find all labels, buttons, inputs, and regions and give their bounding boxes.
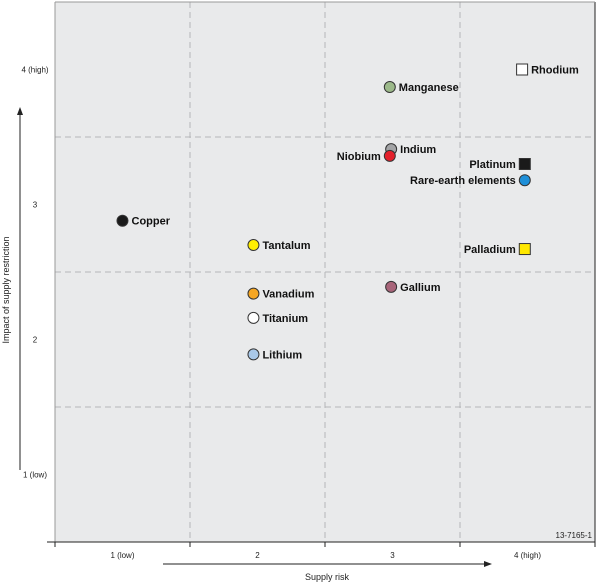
point-rhodium	[516, 63, 529, 76]
point-label: Niobium	[337, 151, 381, 163]
y-tick-label: 3	[33, 201, 38, 210]
x-tick-label: 2	[255, 551, 260, 560]
point-label: Titanium	[262, 313, 308, 325]
point-label: Lithium	[262, 349, 302, 361]
point-copper	[116, 214, 129, 227]
point-label: Manganese	[399, 82, 459, 94]
point-label: Vanadium	[262, 289, 314, 301]
x-tick-label: 1 (low)	[110, 551, 134, 560]
x-arrowhead-icon	[484, 561, 492, 567]
point-label: Rhodium	[531, 65, 579, 77]
point-palladium	[518, 243, 531, 256]
point-gallium	[385, 280, 398, 293]
y-tick-label: 1 (low)	[23, 471, 47, 480]
point-label: Platinum	[469, 159, 516, 171]
point-platinum	[518, 158, 531, 170]
point-lithium	[247, 348, 260, 361]
point-niobium	[383, 149, 396, 162]
y-arrowhead-icon	[17, 107, 23, 115]
x-tick-label: 3	[390, 551, 395, 560]
point-vanadium	[247, 287, 260, 300]
x-tick-label: 4 (high)	[514, 551, 541, 560]
figure-code: 13-7165-1	[556, 531, 593, 540]
y-tick-label: 2	[33, 336, 38, 345]
point-rare-earth-elements	[518, 174, 531, 187]
y-tick-label: 4 (high)	[21, 66, 48, 75]
y-axis-label: Impact of supply restriction	[1, 236, 11, 343]
x-axis-label: Supply risk	[305, 572, 350, 582]
point-label: Copper	[132, 216, 171, 228]
point-label: Palladium	[464, 244, 516, 256]
point-tantalum	[247, 239, 260, 251]
point-titanium	[247, 311, 260, 324]
point-label: Tantalum	[262, 240, 310, 252]
point-manganese	[383, 81, 396, 94]
point-label: Rare-earth elements	[410, 175, 516, 187]
point-label: Gallium	[400, 282, 441, 294]
point-label: Indium	[400, 144, 436, 156]
